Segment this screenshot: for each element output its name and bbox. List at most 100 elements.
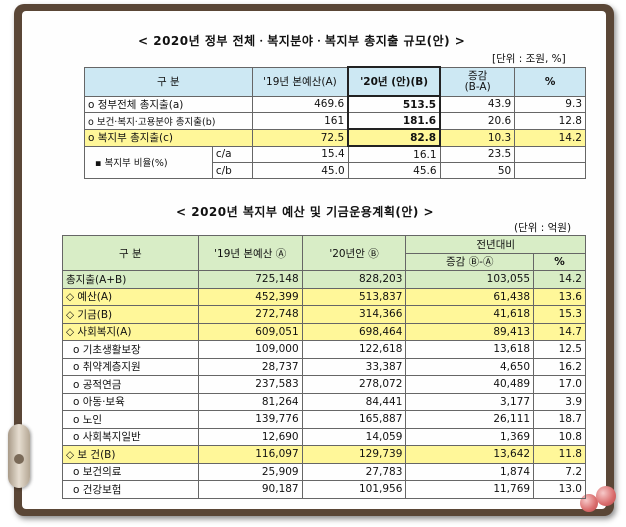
row-label: o 사회복지일반	[62, 427, 199, 446]
cell-curr: 513.5	[347, 95, 442, 113]
cell-curr: 82.8	[347, 128, 442, 147]
row-label: o 노인	[62, 410, 199, 429]
cell-prev: 45.0	[251, 162, 349, 179]
cell-pct: 7.2	[533, 462, 586, 481]
cell-change: 43.9	[439, 95, 516, 113]
cell-pct: 11.8	[533, 445, 586, 464]
row-label: o 건강보험	[62, 480, 199, 499]
table-row-highlight: ◇ 예산(A) 452,399 513,837 61,438 13.6	[62, 287, 586, 306]
header-prev: '19년 본예산(A)	[251, 66, 349, 97]
header-change: 증감 (B-A)	[439, 66, 516, 97]
apple-icon	[596, 486, 616, 506]
cell-prev: 28,737	[197, 357, 303, 376]
cell-pct: 10.8	[533, 427, 586, 446]
cell-change: 103,055	[405, 270, 535, 289]
ratio-label: ▪ 복지부 비율(%)	[84, 145, 213, 179]
table-row: o 아동·보육 81,264 84,441 3,177 3.9	[62, 392, 586, 411]
ratio-name: c/a	[211, 145, 253, 163]
cell-curr: 101,956	[301, 480, 407, 499]
row-label: ◇ 사회복지(A)	[62, 322, 199, 341]
table-row: o 정부전체 총지출(a) 469.6 513.5 43.9 9.3	[84, 95, 586, 113]
cell-empty	[514, 145, 586, 163]
header-curr: '20년안 Ⓑ	[301, 235, 407, 271]
cell-pct: 15.3	[533, 305, 586, 324]
row-label: o 보건·복지·고용분야 총지출(b)	[84, 112, 253, 130]
table-row: ▪ 복지부 비율(%) c/a 15.4 16.1 23.5	[84, 145, 586, 179]
table2: 구 분 '19년 본예산 Ⓐ '20년안 Ⓑ 전년대비 증감 Ⓑ-Ⓐ % 총지출…	[62, 235, 586, 499]
cell-curr: 165,887	[301, 410, 407, 429]
row-label: ◇ 보 건(B)	[62, 445, 199, 464]
cell-change: 13,618	[405, 340, 535, 359]
cell-change: 11,769	[405, 480, 535, 499]
cell-prev: 25,909	[197, 462, 303, 481]
table-row-highlight: ◇ 사회복지(A) 609,051 698,464 89,413 14.7	[62, 322, 586, 341]
cell-pct: 13.0	[533, 480, 586, 499]
cell-change: 40,489	[405, 375, 535, 394]
table2-header-row: 구 분 '19년 본예산 Ⓐ '20년안 Ⓑ 전년대비	[62, 235, 586, 271]
cell-change: 1,874	[405, 462, 535, 481]
cell-pct: 18.7	[533, 410, 586, 429]
table1-unit: [단위 : 조원, %]	[492, 53, 566, 65]
cell-prev: 109,000	[197, 340, 303, 359]
table1-header-row: 구 분 '19년 본예산(A) '20년 (안)(B) 증감 (B-A) %	[84, 66, 586, 97]
cell-change: 3,177	[405, 392, 535, 411]
row-label: o 보건의료	[62, 462, 199, 481]
cell-change: 13,642	[405, 445, 535, 464]
cell-pct: 14.2	[533, 270, 586, 289]
row-label: o 복지부 총지출(c)	[84, 128, 253, 147]
row-label: o 아동·보육	[62, 392, 199, 411]
cell-curr: 122,618	[301, 340, 407, 359]
cell-change: 10.3	[439, 128, 516, 147]
cell-prev: 237,583	[197, 375, 303, 394]
cell-change: 50	[439, 162, 516, 179]
ratio-name: c/b	[211, 162, 253, 179]
cell-change: 4,650	[405, 357, 535, 376]
cell-change: 89,413	[405, 322, 535, 341]
cell-curr: 27,783	[301, 462, 407, 481]
table-row-highlight: ◇ 보 건(B) 116,097 129,739 13,642 11.8	[62, 445, 586, 464]
cell-prev: 139,776	[197, 410, 303, 429]
cell-prev: 161	[251, 112, 349, 130]
cell-curr: 84,441	[301, 392, 407, 411]
cell-curr: 129,739	[301, 445, 407, 464]
row-label: o 취약계층지원	[62, 357, 199, 376]
cell-curr: 45.6	[347, 162, 441, 179]
cell-change: 41,618	[405, 305, 535, 324]
cell-pct: 3.9	[533, 392, 586, 411]
binder-clip-icon	[2, 424, 36, 488]
apple-icon	[580, 494, 598, 512]
table-row: o 보건·복지·고용분야 총지출(b) 161 181.6 20.6 12.8	[84, 112, 586, 130]
cell-prev: 469.6	[251, 95, 349, 113]
cell-prev: 609,051	[197, 322, 303, 341]
header-pct: %	[514, 66, 586, 97]
table-row: o 사회복지일반 12,690 14,059 1,369 10.8	[62, 427, 586, 446]
header-change: 증감 Ⓑ-Ⓐ	[405, 252, 535, 271]
cell-pct: 12.8	[514, 112, 586, 130]
cell-prev: 272,748	[197, 305, 303, 324]
cell-pct: 17.0	[533, 375, 586, 394]
cell-change: 20.6	[439, 112, 516, 130]
cell-pct: 12.5	[533, 340, 586, 359]
cell-pct: 9.3	[514, 95, 586, 113]
table-row-highlight: o 복지부 총지출(c) 72.5 82.8 10.3 14.2	[84, 128, 586, 147]
cell-pct: 14.7	[533, 322, 586, 341]
cell-curr: 828,203	[301, 270, 407, 289]
table-row: o 노인 139,776 165,887 26,111 18.7	[62, 410, 586, 429]
table-row: o 기초생활보장 109,000 122,618 13,618 12.5	[62, 340, 586, 359]
cell-pct: 16.2	[533, 357, 586, 376]
cell-curr: 698,464	[301, 322, 407, 341]
table-row-highlight: ◇ 기금(B) 272,748 314,366 41,618 15.3	[62, 305, 586, 324]
cell-prev: 81,264	[197, 392, 303, 411]
table2-unit: (단위 : 억원)	[514, 222, 572, 234]
cell-curr: 278,072	[301, 375, 407, 394]
cell-change: 23.5	[439, 145, 516, 163]
header-yoy: 전년대비	[405, 235, 586, 254]
table-row: o 건강보험 90,187 101,956 11,769 13.0	[62, 480, 586, 499]
cell-change: 61,438	[405, 287, 535, 306]
row-label: o 기초생활보장	[62, 340, 199, 359]
cell-prev: 116,097	[197, 445, 303, 464]
cell-prev: 452,399	[197, 287, 303, 306]
cell-prev: 12,690	[197, 427, 303, 446]
cell-curr: 33,387	[301, 357, 407, 376]
header-prev: '19년 본예산 Ⓐ	[197, 235, 303, 271]
